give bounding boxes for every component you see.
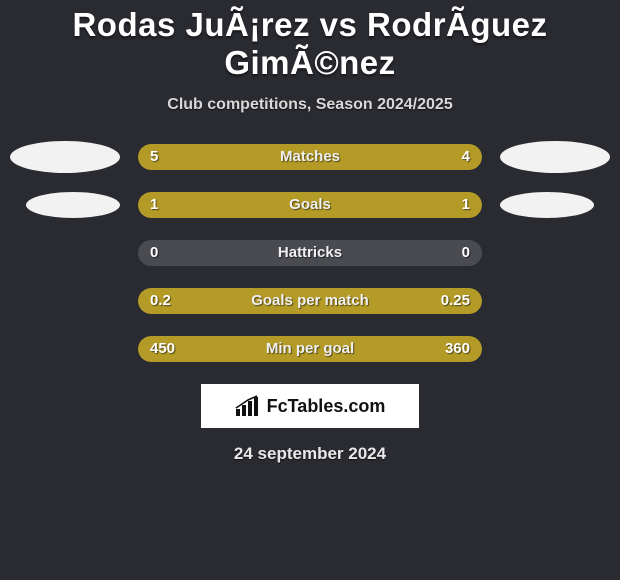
bar-label: Matches xyxy=(138,144,482,170)
stat-row: 0.20.25Goals per match xyxy=(0,288,620,314)
stat-bar: 450360Min per goal xyxy=(138,336,482,362)
stat-row: 11Goals xyxy=(0,192,620,218)
avatar-right xyxy=(500,192,594,218)
stat-bar: 11Goals xyxy=(138,192,482,218)
bar-label: Goals per match xyxy=(138,288,482,314)
bar-label: Hattricks xyxy=(138,240,482,266)
stat-row: 54Matches xyxy=(0,144,620,170)
stat-bar: 54Matches xyxy=(138,144,482,170)
avatar-left xyxy=(10,141,120,173)
branding-box: FcTables.com xyxy=(201,384,419,428)
bar-label: Min per goal xyxy=(138,336,482,362)
stat-rows: 54Matches 11Goals 00Hattricks 0.20.25Goals … xyxy=(0,144,620,362)
stat-bar: 00Hattricks xyxy=(138,240,482,266)
stat-row: 00Hattricks xyxy=(0,240,620,266)
stat-bar: 0.20.25Goals per match xyxy=(138,288,482,314)
chart-icon xyxy=(235,395,261,417)
bar-label: Goals xyxy=(138,192,482,218)
stat-row: 450360Min per goal xyxy=(0,336,620,362)
avatar-right xyxy=(500,141,610,173)
page-title: Rodas JuÃ¡rez vs RodrÃ­guez GimÃ©nez xyxy=(0,0,620,82)
avatar-left xyxy=(26,192,120,218)
subtitle: Club competitions, Season 2024/2025 xyxy=(0,96,620,114)
branding-text: FcTables.com xyxy=(267,396,386,417)
date-text: 24 september 2024 xyxy=(0,444,620,464)
